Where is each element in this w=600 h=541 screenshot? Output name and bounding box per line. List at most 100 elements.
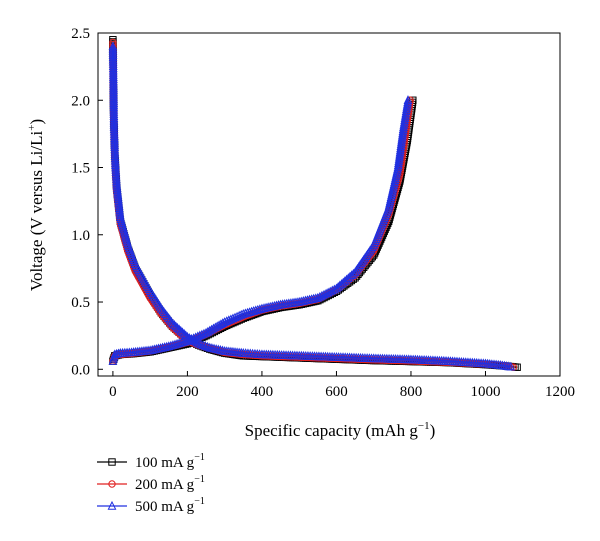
data-point: [399, 122, 408, 131]
data-point: [389, 181, 398, 191]
legend-marker: [108, 480, 116, 488]
data-point: [397, 130, 407, 140]
data-point: [397, 132, 407, 142]
data-point: [398, 124, 408, 133]
data-point: [400, 115, 410, 125]
data-point: [403, 97, 413, 107]
legend-label-text: 200 mA g: [135, 477, 195, 493]
data-point: [218, 318, 228, 327]
data-point: [176, 325, 186, 335]
data-point: [393, 160, 403, 170]
data-point: [342, 274, 352, 284]
data-point: [393, 162, 403, 172]
data-point: [403, 95, 413, 104]
data-point: [394, 156, 404, 165]
data-point: [399, 117, 409, 127]
data-point: [333, 281, 343, 291]
data-point: [395, 147, 405, 157]
data-point: [402, 99, 412, 109]
legend-label-text: 500 mA g: [135, 499, 195, 515]
data-point: [400, 110, 410, 120]
x-tick-label: 1200: [545, 384, 575, 400]
series-line-charge: [112, 100, 409, 362]
legend-label-text: 100 mA g: [135, 455, 195, 471]
data-point: [401, 108, 411, 118]
data-point: [203, 341, 212, 351]
data-point: [400, 113, 410, 122]
data-point: [387, 187, 397, 197]
series-line-charge: [112, 100, 414, 362]
data-point: [386, 194, 395, 204]
x-tick-label: 1000: [470, 384, 500, 400]
series-line-discharge: [112, 42, 514, 368]
data-point: [394, 153, 404, 163]
legend-label-sup: −1: [194, 496, 205, 507]
data-point: [335, 280, 345, 290]
data-point: [389, 179, 399, 189]
data-point: [178, 327, 187, 337]
data-point: [199, 328, 209, 338]
data-point: [395, 145, 405, 155]
data-point: [396, 141, 406, 150]
x-axis-label-tail: ): [430, 421, 436, 440]
series-line-discharge: [112, 39, 518, 368]
x-axis-label: Specific capacity (mAh g−1): [245, 420, 436, 440]
legend-marker: [107, 500, 117, 510]
data-point: [347, 270, 357, 280]
series-triangle: [108, 41, 516, 371]
data-point: [169, 319, 179, 329]
data-point: [171, 321, 181, 331]
x-tick-label: 600: [325, 384, 348, 400]
legend-label: 100 mA g−1: [135, 452, 205, 471]
data-point: [174, 324, 184, 334]
data-point: [388, 185, 397, 195]
data-point: [402, 101, 412, 111]
y-axis-label-tail: ): [27, 119, 46, 125]
x-tick-label: 800: [400, 384, 423, 400]
data-point: [343, 273, 353, 282]
y-tick-label: 2.0: [71, 93, 90, 109]
y-axis-label: Voltage (V versus Li/Li+): [26, 119, 46, 291]
data-point: [173, 322, 182, 332]
data-point: [384, 200, 394, 210]
data-point: [115, 207, 125, 217]
legend-label-sup: −1: [194, 452, 205, 463]
y-tick-label: 1.5: [71, 161, 90, 177]
data-point: [340, 276, 350, 285]
series-line-charge: [112, 100, 411, 362]
data-point: [396, 143, 405, 153]
data-point: [390, 175, 400, 184]
data-point: [395, 149, 405, 159]
data-point: [392, 168, 401, 178]
data-point: [393, 164, 402, 174]
data-point: [337, 279, 346, 288]
data-point: [401, 106, 411, 116]
x-tick-label: 400: [251, 384, 274, 400]
y-tick-label: 0.0: [71, 362, 90, 378]
data-point: [338, 277, 348, 287]
y-tick-label: 0.5: [71, 295, 90, 311]
data-point: [506, 361, 516, 371]
data-point: [387, 190, 396, 199]
data-point: [196, 339, 206, 349]
data-point: [198, 340, 208, 350]
data-point: [398, 128, 408, 138]
data-point: [399, 119, 409, 129]
data-point: [391, 173, 400, 182]
data-point: [384, 202, 394, 212]
data-point: [168, 318, 177, 328]
series-layer: [108, 36, 521, 371]
y-axis-label-sup: +: [26, 125, 38, 131]
data-point: [216, 319, 226, 329]
y-axis-label-text: Voltage (V versus Li/Li: [27, 130, 46, 291]
data-point: [345, 271, 355, 281]
legend-marker: [108, 458, 116, 466]
y-tick-label: 1.0: [71, 228, 90, 244]
data-point: [397, 134, 407, 144]
x-tick-label: 0: [109, 384, 117, 400]
legend-label-sup: −1: [194, 474, 205, 485]
data-point: [398, 126, 408, 136]
x-tick-label: 200: [176, 384, 199, 400]
y-tick-label: 2.5: [71, 26, 90, 42]
